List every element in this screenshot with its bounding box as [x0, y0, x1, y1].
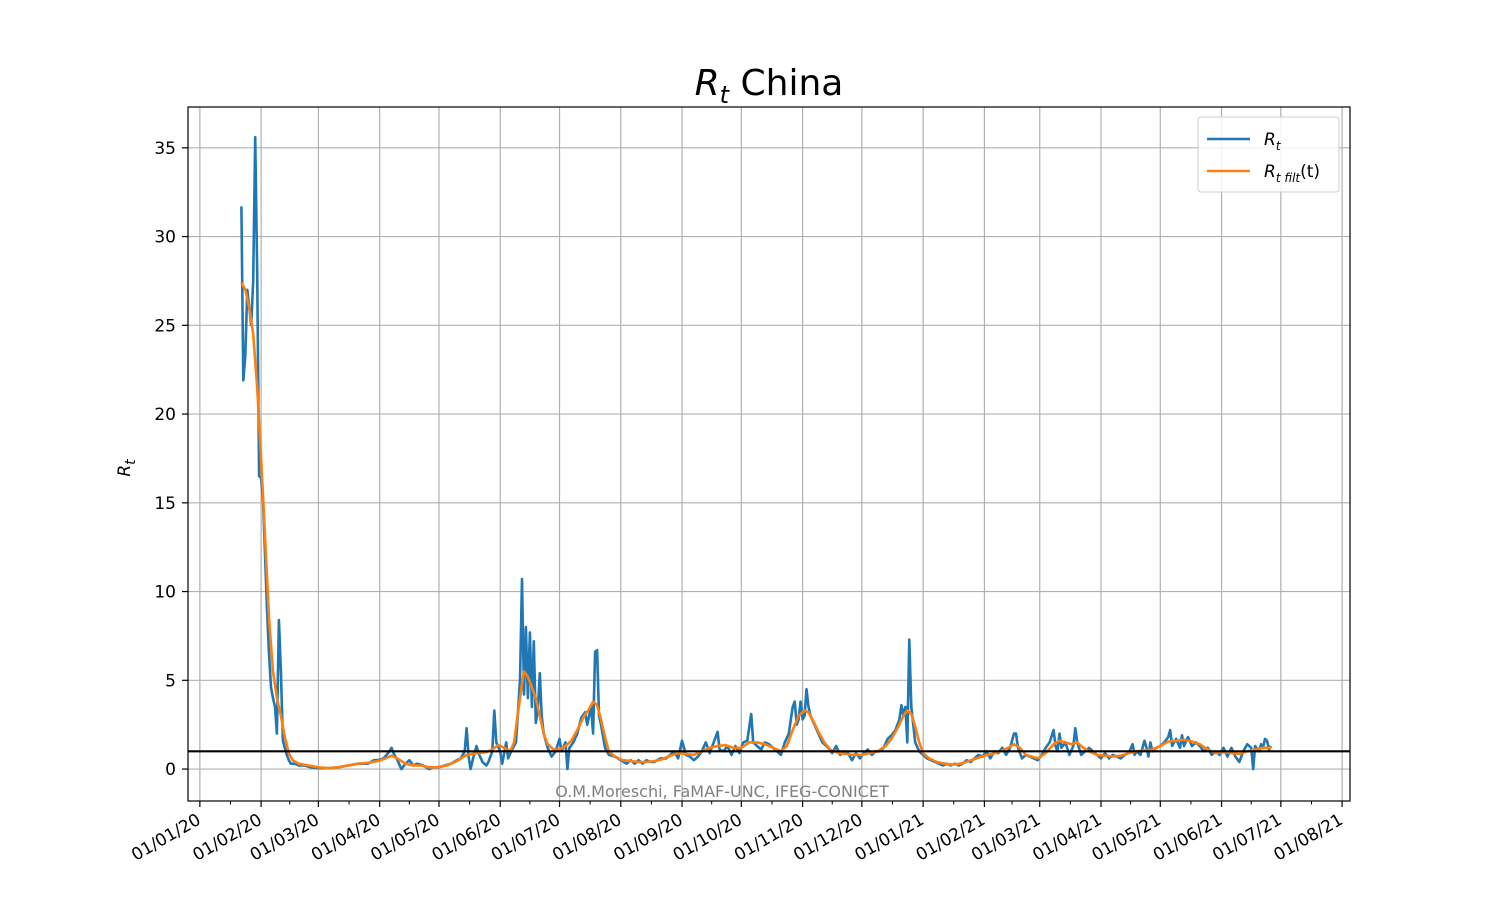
x-tick-label: 01/01/20	[128, 810, 204, 866]
legend-label-rt-filt: Rt filt(t)	[1264, 162, 1320, 185]
series-line-rt	[240, 135, 1273, 771]
x-tick-label: 01/01/21	[852, 810, 928, 866]
plot-frame	[187, 106, 1351, 802]
y-tick-label: 35	[154, 139, 176, 159]
x-tick-label: 01/08/21	[1270, 810, 1346, 866]
y-tick-label: 30	[154, 228, 176, 248]
ylabel-symbol: R	[115, 465, 135, 477]
series-layer	[240, 135, 1273, 771]
watermark: O.M.Moreschi, FaMAF-UNC, IFEG-CONICET	[555, 782, 889, 801]
y-tick-label: 20	[154, 405, 176, 425]
y-tick-label: 10	[154, 583, 176, 603]
y-tick-label: 5	[165, 671, 176, 691]
y-tick-label: 25	[154, 316, 176, 336]
series-line-rt-filt	[240, 282, 1271, 770]
y-axis-label: Rt	[115, 459, 139, 477]
y-tick-label: 15	[154, 494, 176, 514]
title-symbol: R	[695, 63, 720, 104]
legend-box	[1197, 116, 1340, 193]
ylabel-subscript: t	[123, 459, 139, 465]
legend: Rt Rt filt(t)	[1197, 116, 1340, 193]
title-rest: China	[729, 63, 843, 104]
y-tick-label: 0	[165, 760, 176, 780]
axis-ticks: 01/01/2001/02/2001/03/2001/04/2001/05/20…	[128, 139, 1346, 866]
chart-title: Rt China	[695, 63, 844, 109]
legend-label-rt: Rt	[1264, 130, 1282, 153]
x-tick-label: 01/08/20	[549, 810, 625, 866]
grid-lines	[188, 107, 1350, 801]
title-subscript: t	[720, 81, 731, 109]
